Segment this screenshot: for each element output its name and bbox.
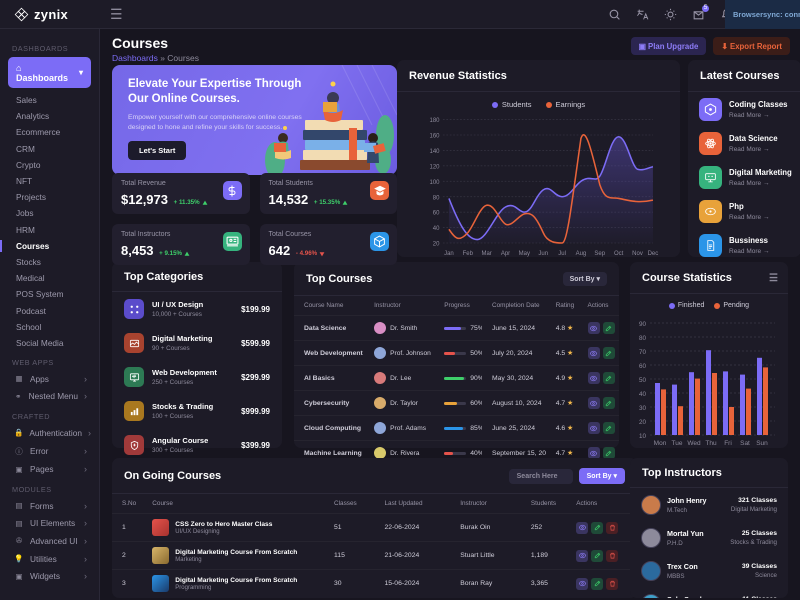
svg-text:Mar: Mar (481, 251, 491, 257)
svg-text:140: 140 (429, 149, 440, 155)
svg-text:Jan: Jan (444, 251, 454, 257)
svg-text:70: 70 (639, 349, 647, 356)
svg-text:Fri: Fri (724, 440, 732, 447)
svg-text:160: 160 (429, 134, 440, 140)
svg-text:40: 40 (639, 391, 647, 398)
svg-text:50: 50 (639, 377, 647, 384)
svg-text:120: 120 (429, 164, 440, 170)
svg-text:20: 20 (639, 419, 647, 426)
svg-text:Apr: Apr (501, 251, 510, 257)
svg-text:Aug: Aug (576, 251, 587, 257)
svg-text:60: 60 (433, 211, 440, 217)
svg-text:Mon: Mon (654, 440, 667, 447)
svg-text:Jun: Jun (538, 251, 548, 257)
svg-text:Tue: Tue (672, 440, 683, 447)
svg-text:40: 40 (433, 226, 440, 232)
svg-text:80: 80 (433, 195, 440, 201)
svg-text:90: 90 (639, 321, 647, 328)
svg-text:May: May (519, 251, 530, 257)
svg-text:30: 30 (639, 405, 647, 412)
svg-text:Dec: Dec (648, 251, 659, 257)
svg-text:Nov: Nov (632, 251, 643, 257)
svg-text:60: 60 (639, 363, 647, 370)
svg-text:Feb: Feb (463, 251, 474, 257)
svg-text:10: 10 (639, 433, 647, 440)
svg-text:180: 180 (429, 118, 440, 124)
svg-text:100: 100 (429, 180, 440, 186)
svg-text:80: 80 (639, 335, 647, 342)
svg-text:Sat: Sat (740, 440, 750, 447)
svg-text:Sep: Sep (594, 251, 605, 257)
svg-text:Wed: Wed (687, 440, 701, 447)
svg-text:Sun: Sun (756, 440, 768, 447)
svg-text:Jul: Jul (558, 251, 566, 257)
svg-text:Oct: Oct (614, 251, 624, 257)
svg-text:Thu: Thu (705, 440, 717, 447)
svg-text:20: 20 (433, 242, 440, 248)
